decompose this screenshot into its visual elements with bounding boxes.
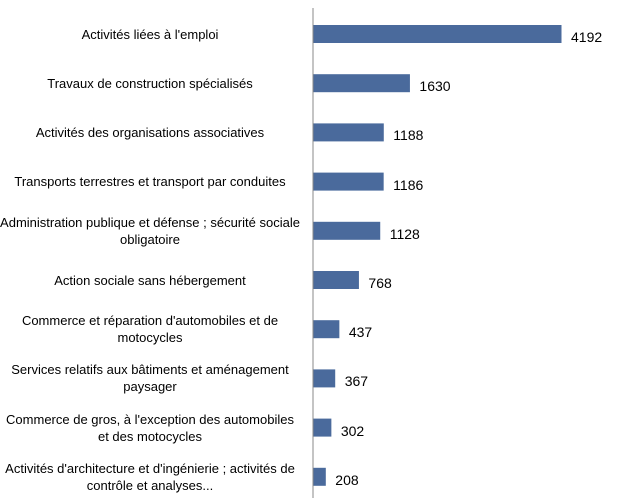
category-label: Commerce de gros, à l'exception des auto…	[6, 411, 294, 444]
bar	[313, 221, 381, 240]
bar	[313, 271, 359, 289]
category-label: Transports terrestres et transport par c…	[14, 174, 286, 190]
bar	[313, 369, 336, 388]
bar	[313, 467, 326, 486]
value-label: 1188	[393, 127, 424, 144]
category-label: Action sociale sans hébergement	[54, 272, 246, 288]
value-label: 1186	[393, 176, 424, 193]
category-label: Travaux de construction spécialisés	[47, 75, 253, 91]
category-label: Services relatifs aux bâtiments et aména…	[11, 362, 289, 395]
bar	[313, 74, 410, 93]
bar	[313, 123, 384, 142]
value-label: 367	[344, 373, 369, 390]
value-label: 768	[368, 275, 392, 291]
bar	[313, 25, 562, 43]
category-label: Activités des organisations associatives	[35, 124, 265, 140]
bar	[313, 172, 384, 191]
value-label: 208	[335, 471, 359, 488]
bar	[313, 320, 340, 339]
category-label: Activités liées à l'emploi	[81, 26, 219, 42]
category-label: Activités d'architecture et d'ingénierie…	[5, 460, 295, 493]
value-label: 302	[340, 422, 365, 439]
category-label: Commerce et réparation d'automobiles et …	[21, 313, 279, 346]
bar	[313, 418, 332, 437]
value-label: 1128	[389, 225, 420, 242]
value-label: 4192	[571, 29, 603, 45]
category-label: Administration publique et défense ; séc…	[0, 214, 300, 247]
value-label: 1630	[419, 78, 451, 95]
value-label: 437	[348, 324, 373, 341]
